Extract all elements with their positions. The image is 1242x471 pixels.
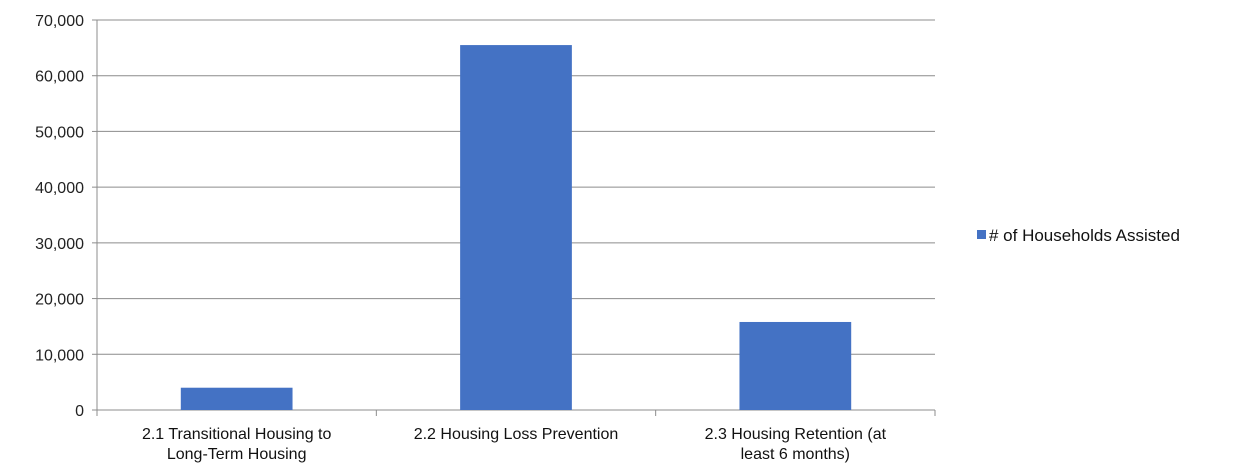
- y-tick-label: 20,000: [35, 292, 84, 309]
- legend: # of Households Assisted: [977, 226, 1180, 245]
- y-tick-label: 10,000: [35, 347, 84, 364]
- bars: [180, 45, 852, 410]
- legend-swatch: [977, 230, 986, 239]
- y-tick-label: 40,000: [35, 180, 84, 197]
- bar: [739, 321, 852, 410]
- x-category-label: 2.3 Housing Retention (at least 6 months): [705, 426, 887, 463]
- y-tick-label: 60,000: [35, 69, 84, 86]
- y-tick-label: 30,000: [35, 236, 84, 253]
- y-tick-label: 70,000: [35, 13, 84, 30]
- y-tick-label: 0: [75, 403, 84, 420]
- y-tick-label: 50,000: [35, 124, 84, 141]
- x-category-label: 2.2 Housing Loss Prevention: [414, 426, 619, 443]
- y-axis: 0 10,000 20,000 30,000 40,000 50,000 60,000 70,…: [35, 13, 98, 420]
- legend-label: # of Households Assisted: [989, 226, 1180, 245]
- x-axis: 2.1 Transitional Housing to Long-Term Hou…: [96, 409, 936, 463]
- bar: [460, 45, 572, 410]
- bar: [180, 387, 293, 410]
- x-category-label: 2.1 Transitional Housing to Long-Term Hou…: [142, 426, 332, 463]
